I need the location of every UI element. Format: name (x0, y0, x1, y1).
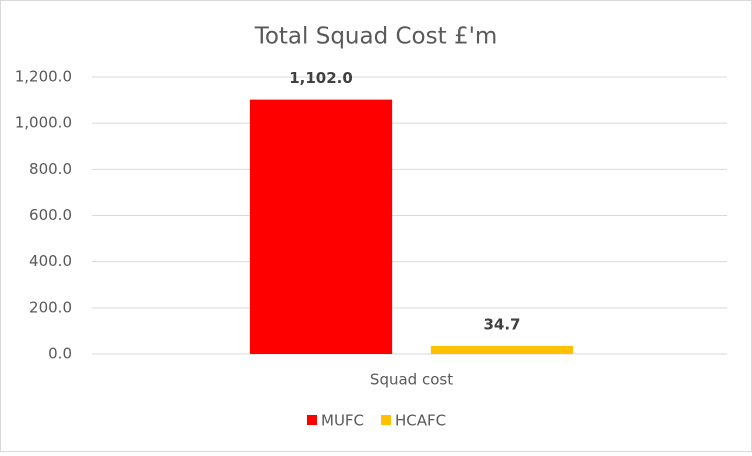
legend-label: MUFC (321, 412, 364, 430)
chart-title: Total Squad Cost £'m (254, 24, 498, 50)
legend-label: HCAFC (395, 412, 446, 430)
y-tick-label: 400.0 (29, 252, 72, 270)
legend-swatch (307, 415, 317, 425)
legend-swatch (381, 415, 391, 425)
y-tick-label: 0.0 (48, 345, 72, 363)
bar (249, 99, 393, 354)
value-label: 34.7 (483, 315, 520, 333)
y-tick-label: 1,000.0 (15, 114, 72, 132)
y-tick-label: 1,200.0 (15, 68, 72, 86)
bar (430, 345, 574, 354)
y-tick-label: 200.0 (29, 298, 72, 316)
y-tick-label: 600.0 (29, 206, 72, 224)
value-label: 1,102.0 (289, 69, 353, 87)
x-tick-label: Squad cost (370, 371, 453, 389)
y-tick-label: 800.0 (29, 160, 72, 178)
